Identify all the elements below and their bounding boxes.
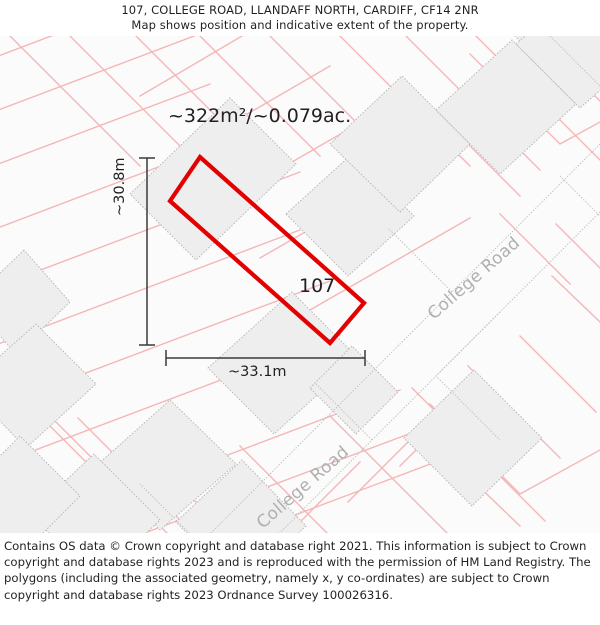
building-footprints: [0, 36, 600, 533]
map-footer: Contains OS data © Crown copyright and d…: [0, 533, 600, 625]
dimension-label-vertical: ~30.8m: [112, 157, 128, 216]
page-title: 107, COLLEGE ROAD, LLANDAFF NORTH, CARDI…: [121, 3, 479, 17]
map-header: 107, COLLEGE ROAD, LLANDAFF NORTH, CARDI…: [0, 0, 600, 36]
area-measurement-label: ~322m²/~0.079ac.: [168, 105, 352, 127]
map-canvas: [0, 36, 600, 533]
page-subtitle: Map shows position and indicative extent…: [131, 18, 469, 32]
copyright-notice: Contains OS data © Crown copyright and d…: [4, 539, 591, 602]
dimension-bar-vertical: [139, 157, 155, 346]
dimension-bar-horizontal: [165, 350, 366, 366]
plot-number-label: 107: [299, 275, 336, 297]
road-outline-lines: [139, 36, 600, 533]
dimension-label-horizontal: ~33.1m: [228, 364, 287, 380]
property-map[interactable]: ~322m²/~0.079ac. 107 ~30.8m ~33.1m Colle…: [0, 36, 600, 533]
property-boundary-polygon: [167, 153, 367, 346]
